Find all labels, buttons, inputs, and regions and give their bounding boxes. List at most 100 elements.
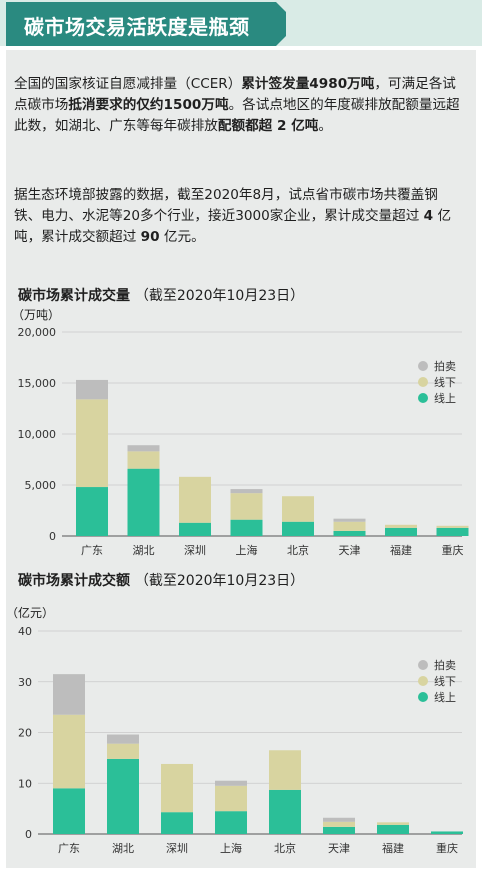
- x-category-label: 天津: [328, 842, 350, 855]
- y-tick-label: 5,000: [25, 479, 57, 492]
- bar-segment: [431, 831, 463, 834]
- bar-segment: [107, 734, 139, 744]
- bar-segment: [385, 524, 417, 528]
- bar-segment: [127, 445, 160, 452]
- bar-segment: [179, 522, 211, 536]
- x-category-label: 天津: [339, 544, 361, 557]
- bar-segment: [436, 527, 469, 536]
- bar-segment: [76, 399, 108, 488]
- chart1-title-row: 碳市场累计成交量 （截至2020年10月23日）: [18, 285, 304, 305]
- legend-label: 线下: [434, 674, 456, 688]
- intro-paragraph: 全国的国家核证自愿减排量（CCER）累计签发量4980万吨，可满足各试点碳市场抵…: [14, 74, 460, 137]
- chart2-unit-label: （亿元）: [6, 606, 55, 620]
- x-category-label: 重庆: [436, 841, 458, 855]
- legend-swatch: [418, 361, 428, 371]
- intro-text-4: 。: [318, 118, 332, 134]
- data-bold-1: 4: [423, 208, 434, 224]
- bar-segment: [269, 789, 301, 834]
- bar-segment: [230, 493, 263, 520]
- bar-segment: [215, 780, 247, 786]
- intro-text-3: 。各试点地区的年度碳排放配额量远超此数，如湖北、广东等每年碳排放: [14, 97, 460, 134]
- bar-segment: [230, 489, 263, 494]
- x-category-label: 重庆: [442, 543, 464, 557]
- x-category-label: 上海: [236, 543, 258, 557]
- bar-segment: [282, 496, 314, 522]
- legend-label: 线上: [434, 391, 456, 405]
- bar-segment: [323, 821, 355, 827]
- chart2-title-row: 碳市场累计成交额 （截至2020年10月23日）: [18, 570, 304, 590]
- x-category-label: 北京: [287, 543, 309, 557]
- bar-segment: [76, 379, 108, 400]
- y-tick-label: 40: [18, 625, 32, 638]
- bar-segment: [107, 758, 139, 834]
- chart2-title: 碳市场累计成交额: [18, 573, 130, 589]
- legend-label: 线下: [434, 375, 456, 389]
- data-paragraph: 据生态环境部披露的数据，截至2020年8月，试点省市碳市场共覆盖钢铁、电力、水泥…: [14, 185, 460, 248]
- bar-segment: [269, 750, 301, 790]
- bar-segment: [76, 487, 108, 536]
- bar-segment: [127, 451, 160, 469]
- bar-segment: [333, 518, 366, 522]
- bar-segment: [179, 476, 211, 523]
- data-bold-2: 90: [140, 229, 160, 245]
- y-tick-label: 0: [25, 828, 32, 841]
- chart2-subtitle: （截至2020年10月23日）: [134, 573, 305, 589]
- bar-segment: [161, 763, 193, 813]
- bar-segment: [333, 530, 366, 536]
- header-band: 碳市场交易活跃度是瓶颈: [0, 0, 482, 46]
- x-category-label: 广东: [58, 842, 80, 855]
- x-category-label: 广东: [81, 544, 103, 557]
- y-tick-label: 30: [18, 676, 32, 689]
- bar-segment: [107, 743, 139, 759]
- legend-swatch: [418, 676, 428, 686]
- bar-segment: [282, 521, 314, 536]
- y-tick-label: 0: [49, 530, 56, 543]
- legend-label: 拍卖: [434, 658, 456, 672]
- chart1-unit-label: （万吨）: [12, 308, 61, 322]
- intro-text-2: ，可满足各试点碳市场: [14, 76, 456, 113]
- bar-segment: [215, 811, 247, 834]
- bar-segment: [161, 812, 193, 834]
- title-banner: 碳市场交易活跃度是瓶颈: [6, 2, 286, 46]
- bar-segment: [436, 525, 469, 528]
- bar-segment: [127, 468, 160, 536]
- legend-swatch: [418, 377, 428, 387]
- legend-label: 线上: [434, 690, 456, 704]
- intro-text-1: 全国的国家核证自愿减排量（CCER）: [14, 76, 242, 92]
- bar-segment: [385, 527, 417, 536]
- data-text-1: 据生态环境部披露的数据，截至2020年8月，试点省市碳市场共覆盖钢铁、电力、水泥…: [14, 187, 438, 224]
- legend-swatch: [418, 660, 428, 670]
- y-tick-label: 10: [18, 777, 32, 790]
- data-text-3: 亿元。: [159, 229, 205, 245]
- intro-bold-1: 累计签发量4980万吨: [241, 76, 375, 92]
- chart1-subtitle: （截至2020年10月23日）: [134, 288, 305, 304]
- bar-segment: [377, 824, 409, 834]
- bar-segment: [53, 788, 85, 834]
- page-title: 碳市场交易活跃度是瓶颈: [24, 15, 250, 39]
- bar-segment: [323, 826, 355, 834]
- x-category-label: 北京: [274, 841, 296, 855]
- bar-segment: [53, 674, 85, 715]
- data-text-2: 亿吨，累计成交额超过: [14, 208, 452, 245]
- intro-bold-3: 配额都超 2 亿吨: [217, 118, 319, 134]
- y-tick-label: 15,000: [18, 377, 57, 390]
- x-category-label: 湖北: [133, 544, 155, 557]
- chart1-title: 碳市场累计成交量: [18, 288, 130, 304]
- x-category-label: 福建: [382, 841, 404, 855]
- bar-segment: [215, 785, 247, 812]
- bar-segment: [377, 822, 409, 825]
- y-tick-label: 10,000: [18, 428, 57, 441]
- bar-segment: [323, 817, 355, 822]
- x-category-label: 上海: [220, 841, 242, 855]
- legend-label: 拍卖: [434, 359, 456, 373]
- legend-swatch: [418, 692, 428, 702]
- y-tick-label: 20,000: [18, 326, 57, 339]
- x-category-label: 深圳: [184, 544, 206, 557]
- intro-bold-2: 抵消要求的仅约1500万吨: [68, 97, 229, 113]
- y-tick-label: 20: [18, 727, 32, 740]
- x-category-label: 深圳: [166, 842, 188, 855]
- x-category-label: 湖北: [112, 842, 134, 855]
- bar-segment: [53, 714, 85, 789]
- x-category-label: 福建: [390, 543, 412, 557]
